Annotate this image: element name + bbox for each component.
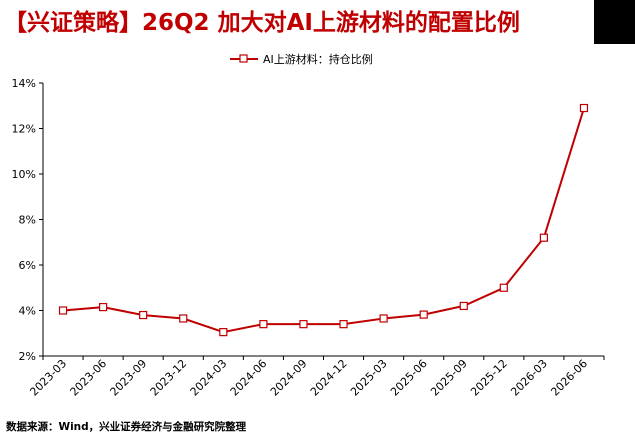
title-corner-block <box>594 0 635 44</box>
axes <box>42 83 604 357</box>
data-point-marker <box>539 233 548 242</box>
data-point-marker <box>579 103 589 113</box>
data-point-marker <box>139 310 148 320</box>
x-tick-label: 2023-12 <box>148 357 190 399</box>
y-tick-label: 14% <box>12 77 36 90</box>
legend: AI上游材料：持仓比例 <box>230 52 373 66</box>
y-tick-label: 8% <box>19 214 36 227</box>
data-point-marker <box>259 320 268 329</box>
chart-title: 【兴证策略】26Q2 加大对AI上游材料的配置比例 <box>4 10 520 36</box>
x-tick-label: 2023-06 <box>68 357 110 399</box>
data-point-marker <box>219 328 228 337</box>
x-tick-label: 2025-03 <box>348 357 390 399</box>
data-point-marker <box>99 302 108 312</box>
title-bar: 【兴证策略】26Q2 加大对AI上游材料的配置比例 <box>0 0 635 44</box>
y-tick-label: 2% <box>19 350 36 363</box>
x-tick-label: 2024-09 <box>268 357 310 399</box>
data-point-marker <box>58 306 68 315</box>
data-point-marker <box>459 301 468 311</box>
line-chart: AI上游材料：持仓比例 2%4%6%8%10%12%14% 2023-03202… <box>12 52 605 399</box>
x-tick-label: 2024-12 <box>308 357 350 399</box>
x-tick-label: 2025-12 <box>468 357 510 399</box>
y-tick-label: 6% <box>19 259 36 272</box>
data-point-marker <box>339 320 348 329</box>
y-tick-label: 12% <box>12 123 36 136</box>
data-point-marker <box>419 310 428 319</box>
x-tick-label: 2023-09 <box>108 357 150 399</box>
x-tick-label: 2024-06 <box>228 357 270 399</box>
x-tick-label: 2023-03 <box>27 357 69 399</box>
y-tick-label: 10% <box>12 168 36 181</box>
legend-label: AI上游材料：持仓比例 <box>263 52 373 66</box>
x-tick-label: 2026-03 <box>508 357 550 399</box>
data-point-marker <box>379 314 388 323</box>
x-tick-label: 2025-06 <box>388 357 430 399</box>
series-line <box>62 107 585 334</box>
y-tick-label: 4% <box>19 305 36 318</box>
data-point-marker <box>179 314 188 323</box>
legend-marker <box>239 54 248 63</box>
source-note: 数据来源：Wind，兴业证券经济与金融研究院整理 <box>6 421 247 433</box>
x-tick-label: 2024-03 <box>188 357 230 399</box>
data-point-marker <box>299 320 308 329</box>
data-point-marker <box>499 283 508 292</box>
x-tick-label: 2025-09 <box>428 357 470 399</box>
x-axis-ticks: 2023-032023-062023-092023-122024-032024-… <box>27 356 605 399</box>
x-tick-label: 2026-06 <box>548 357 590 399</box>
series-markers <box>58 103 589 337</box>
y-axis-ticks: 2% 4% 6% 8% 10% 12% 14% <box>12 77 43 363</box>
